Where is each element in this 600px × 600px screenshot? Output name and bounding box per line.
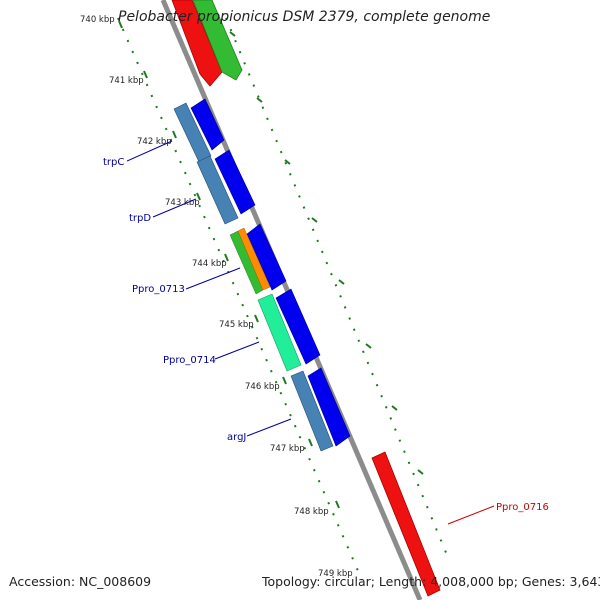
gene-label-Ppro_0716[interactable]: Ppro_0716 — [496, 502, 549, 513]
gene-trpD — [196, 155, 239, 225]
accession-text: Accession: NC_008609 — [9, 574, 152, 589]
right-dotted-track — [225, 17, 450, 561]
kbp-label: 745 kbp — [219, 320, 254, 330]
kbp-labels: 740 kbp 741 kbp 742 kbp 743 kbp 744 kbp … — [80, 15, 353, 579]
cds-arrows — [190, 98, 351, 447]
kbp-label: 749 kbp — [318, 569, 353, 579]
gene-Ppro_0716 — [371, 451, 441, 597]
gene-trpC — [173, 102, 212, 163]
kbp-label: 743 kbp — [165, 198, 200, 208]
gene-argJ — [290, 370, 334, 452]
gene-Ppro_0713-b — [237, 227, 271, 291]
kbp-tick-marks — [118, 20, 340, 509]
label-leader-Ppro_0716 — [447, 505, 495, 525]
kbp-label: 740 kbp — [80, 15, 115, 25]
cds-arrow-4 — [275, 288, 321, 365]
gene-Ppro_0714 — [257, 293, 302, 372]
kbp-label: 742 kbp — [137, 137, 172, 147]
gene-red-top — [171, 0, 223, 87]
gene-label-trpC[interactable]: trpC — [103, 157, 124, 168]
left-dotted-track — [117, 17, 363, 581]
gene-label-Ppro_0714[interactable]: Ppro_0714 — [163, 355, 216, 366]
cds-arrow-5 — [307, 367, 351, 447]
kbp-label: 747 kbp — [270, 444, 305, 454]
label-leaders — [126, 140, 292, 437]
kbp-label: 741 kbp — [109, 76, 144, 86]
gene-label-argJ[interactable]: argJ — [227, 432, 246, 443]
genome-title: Pelobacter propionicus DSM 2379, complet… — [118, 9, 491, 25]
outer-tick-marks — [229, 31, 424, 475]
gene-label-Ppro_0713[interactable]: Ppro_0713 — [132, 284, 185, 295]
cds-arrow-2 — [214, 149, 256, 215]
cds-arrow-3 — [246, 223, 287, 291]
kbp-label: 748 kbp — [294, 507, 329, 517]
cds-arrow-1 — [190, 98, 225, 151]
gene-label-trpD[interactable]: trpD — [129, 213, 151, 224]
kbp-label: 746 kbp — [245, 382, 280, 392]
topology-text: Topology: circular; Length: 4,008,000 bp… — [262, 574, 600, 589]
kbp-label: 744 kbp — [192, 259, 227, 269]
gene-green-top — [192, 0, 243, 81]
